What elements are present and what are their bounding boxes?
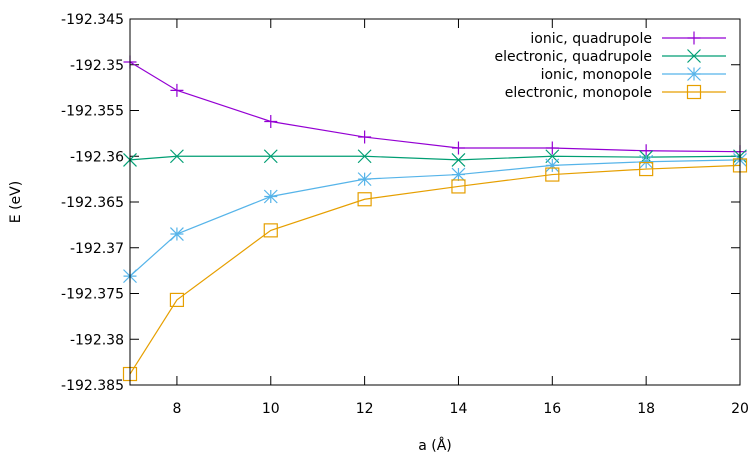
data-point	[170, 83, 184, 97]
data-point	[264, 114, 278, 128]
series-line	[129, 164, 741, 375]
data-point	[451, 141, 465, 155]
data-point	[263, 149, 278, 164]
data-point	[263, 189, 278, 204]
x-tick-label: 8	[172, 401, 181, 417]
series-layer	[122, 55, 748, 382]
data-point	[451, 179, 466, 194]
x-tick-label: 10	[262, 401, 280, 417]
legend-marker	[686, 84, 702, 100]
series-3	[122, 158, 748, 382]
data-point	[451, 152, 466, 167]
y-tick-label: -192.38	[70, 332, 124, 348]
plot-frame	[129, 18, 741, 386]
series-0	[123, 55, 747, 159]
data-point	[545, 167, 560, 182]
y-tick-label: -192.365	[61, 195, 124, 211]
data-point	[169, 292, 185, 308]
x-tick-label: 12	[356, 401, 374, 417]
legend-label: ionic, quadrupole	[530, 31, 652, 47]
data-point	[639, 161, 654, 177]
legend-marker	[687, 67, 701, 81]
series-line	[129, 159, 741, 277]
legend: ionic, quadrupole electronic, quadrupole i…	[495, 31, 726, 101]
data-point	[545, 141, 559, 155]
x-tick-label: 20	[731, 401, 749, 417]
data-point	[639, 144, 653, 158]
data-point	[357, 172, 372, 187]
y-tick-label: -192.375	[61, 287, 124, 303]
tick-layer: -192.345 -192.35 -192.355 -192.36 -192.365 -1…	[61, 12, 749, 417]
series-line	[129, 61, 741, 153]
y-tick-label: -192.35	[70, 58, 124, 74]
data-point	[357, 149, 372, 164]
y-tick-label: -192.355	[61, 104, 124, 120]
y-tick-label: -192.36	[70, 149, 124, 165]
data-point	[357, 192, 372, 207]
y-axis-title: E (eV)	[8, 181, 24, 223]
data-point	[451, 167, 466, 182]
data-point	[169, 149, 184, 164]
y-tick-label: -192.385	[61, 378, 124, 394]
x-tick-label: 14	[450, 401, 468, 417]
x-tick-label: 18	[637, 401, 655, 417]
y-tick-label: -192.345	[61, 12, 124, 28]
data-point	[545, 158, 560, 173]
series-1	[123, 149, 747, 167]
x-tick-label: 16	[543, 401, 561, 417]
legend-label: electronic, monopole	[505, 85, 652, 101]
series-line	[129, 155, 741, 161]
data-point	[358, 130, 372, 144]
legend-marker	[687, 31, 701, 45]
data-point	[263, 223, 278, 238]
legend-label: ionic, monopole	[541, 67, 652, 83]
data-point	[639, 154, 654, 169]
data-point	[169, 227, 184, 241]
x-axis-title: a (Å)	[418, 437, 452, 454]
legend-label: electronic, quadrupole	[495, 49, 653, 65]
y-tick-label: -192.37	[70, 241, 124, 257]
legend-marker	[687, 49, 701, 63]
